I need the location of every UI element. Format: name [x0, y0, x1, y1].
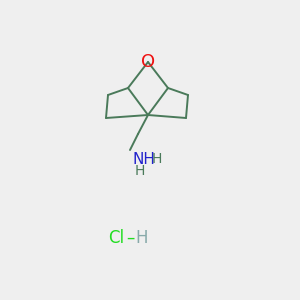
Text: H: H [135, 164, 146, 178]
Text: NH: NH [133, 152, 156, 167]
Text: O: O [141, 53, 155, 71]
Text: H: H [135, 229, 148, 247]
Text: Cl: Cl [108, 229, 124, 247]
Text: –: – [126, 229, 134, 247]
Text: H: H [152, 152, 162, 166]
